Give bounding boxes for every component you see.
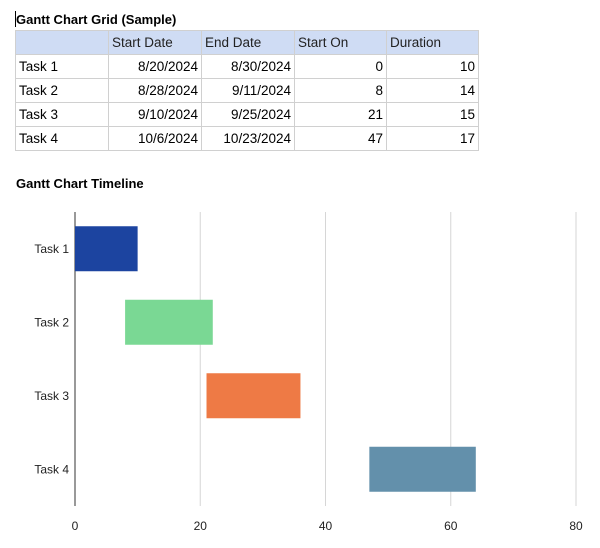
text-cursor: [15, 11, 16, 27]
cell-start-date[interactable]: 8/28/2024: [108, 78, 202, 103]
cell-duration[interactable]: 15: [386, 102, 479, 127]
header-cell-end-date[interactable]: End Date: [201, 30, 295, 55]
cell-duration[interactable]: 10: [386, 54, 479, 79]
cell-start-date[interactable]: 9/10/2024: [108, 102, 202, 127]
cell-duration[interactable]: 17: [386, 126, 479, 151]
header-cell-duration[interactable]: Duration: [386, 30, 479, 55]
x-tick-label: 40: [319, 519, 333, 533]
x-tick-label: 0: [72, 519, 79, 533]
category-label: Task 3: [34, 389, 69, 403]
cell-start-on[interactable]: 47: [294, 126, 387, 151]
x-tick-label: 80: [569, 519, 583, 533]
cell-duration[interactable]: 14: [386, 78, 479, 103]
category-label: Task 4: [34, 462, 69, 476]
gantt-bar[interactable]: [125, 299, 213, 345]
cell-start-on[interactable]: 0: [294, 54, 387, 79]
cell-end-date[interactable]: 9/11/2024: [201, 78, 295, 103]
cell-task[interactable]: Task 2: [15, 78, 109, 103]
x-tick-label: 60: [444, 519, 458, 533]
cell-end-date[interactable]: 9/25/2024: [201, 102, 295, 127]
table-row: Task 2 8/28/2024 9/11/2024 8 14: [15, 78, 479, 103]
cell-start-on[interactable]: 8: [294, 78, 387, 103]
category-label: Task 2: [34, 315, 69, 329]
gantt-bar[interactable]: [369, 446, 476, 492]
gantt-bar[interactable]: [75, 226, 138, 272]
cell-task[interactable]: Task 3: [15, 102, 109, 127]
timeline-title: Gantt Chart Timeline: [16, 176, 144, 191]
table-row: Task 4 10/6/2024 10/23/2024 47 17: [15, 126, 479, 151]
table-header-row: Start Date End Date Start On Duration: [15, 30, 479, 55]
gantt-bar[interactable]: [206, 373, 301, 419]
cell-start-date[interactable]: 8/20/2024: [108, 54, 202, 79]
cell-start-on[interactable]: 21: [294, 102, 387, 127]
gantt-timeline-chart: 0 20 40 60 80 Task 1 Task 2 Task 3 Task 4: [34, 212, 583, 533]
cell-task[interactable]: Task 4: [15, 126, 109, 151]
cell-end-date[interactable]: 8/30/2024: [201, 54, 295, 79]
gantt-grid-table: Start Date End Date Start On Duration Ta…: [15, 30, 479, 151]
table-row: Task 3 9/10/2024 9/25/2024 21 15: [15, 102, 479, 127]
table-row: Task 1 8/20/2024 8/30/2024 0 10: [15, 54, 479, 79]
header-cell-start-date[interactable]: Start Date: [108, 30, 202, 55]
header-cell-start-on[interactable]: Start On: [294, 30, 387, 55]
header-cell-task[interactable]: [15, 30, 109, 55]
x-tick-label: 20: [194, 519, 208, 533]
cell-task[interactable]: Task 1: [15, 54, 109, 79]
cell-end-date[interactable]: 10/23/2024: [201, 126, 295, 151]
grid-title: Gantt Chart Grid (Sample): [16, 12, 177, 27]
category-label: Task 1: [34, 242, 69, 256]
cell-start-date[interactable]: 10/6/2024: [108, 126, 202, 151]
